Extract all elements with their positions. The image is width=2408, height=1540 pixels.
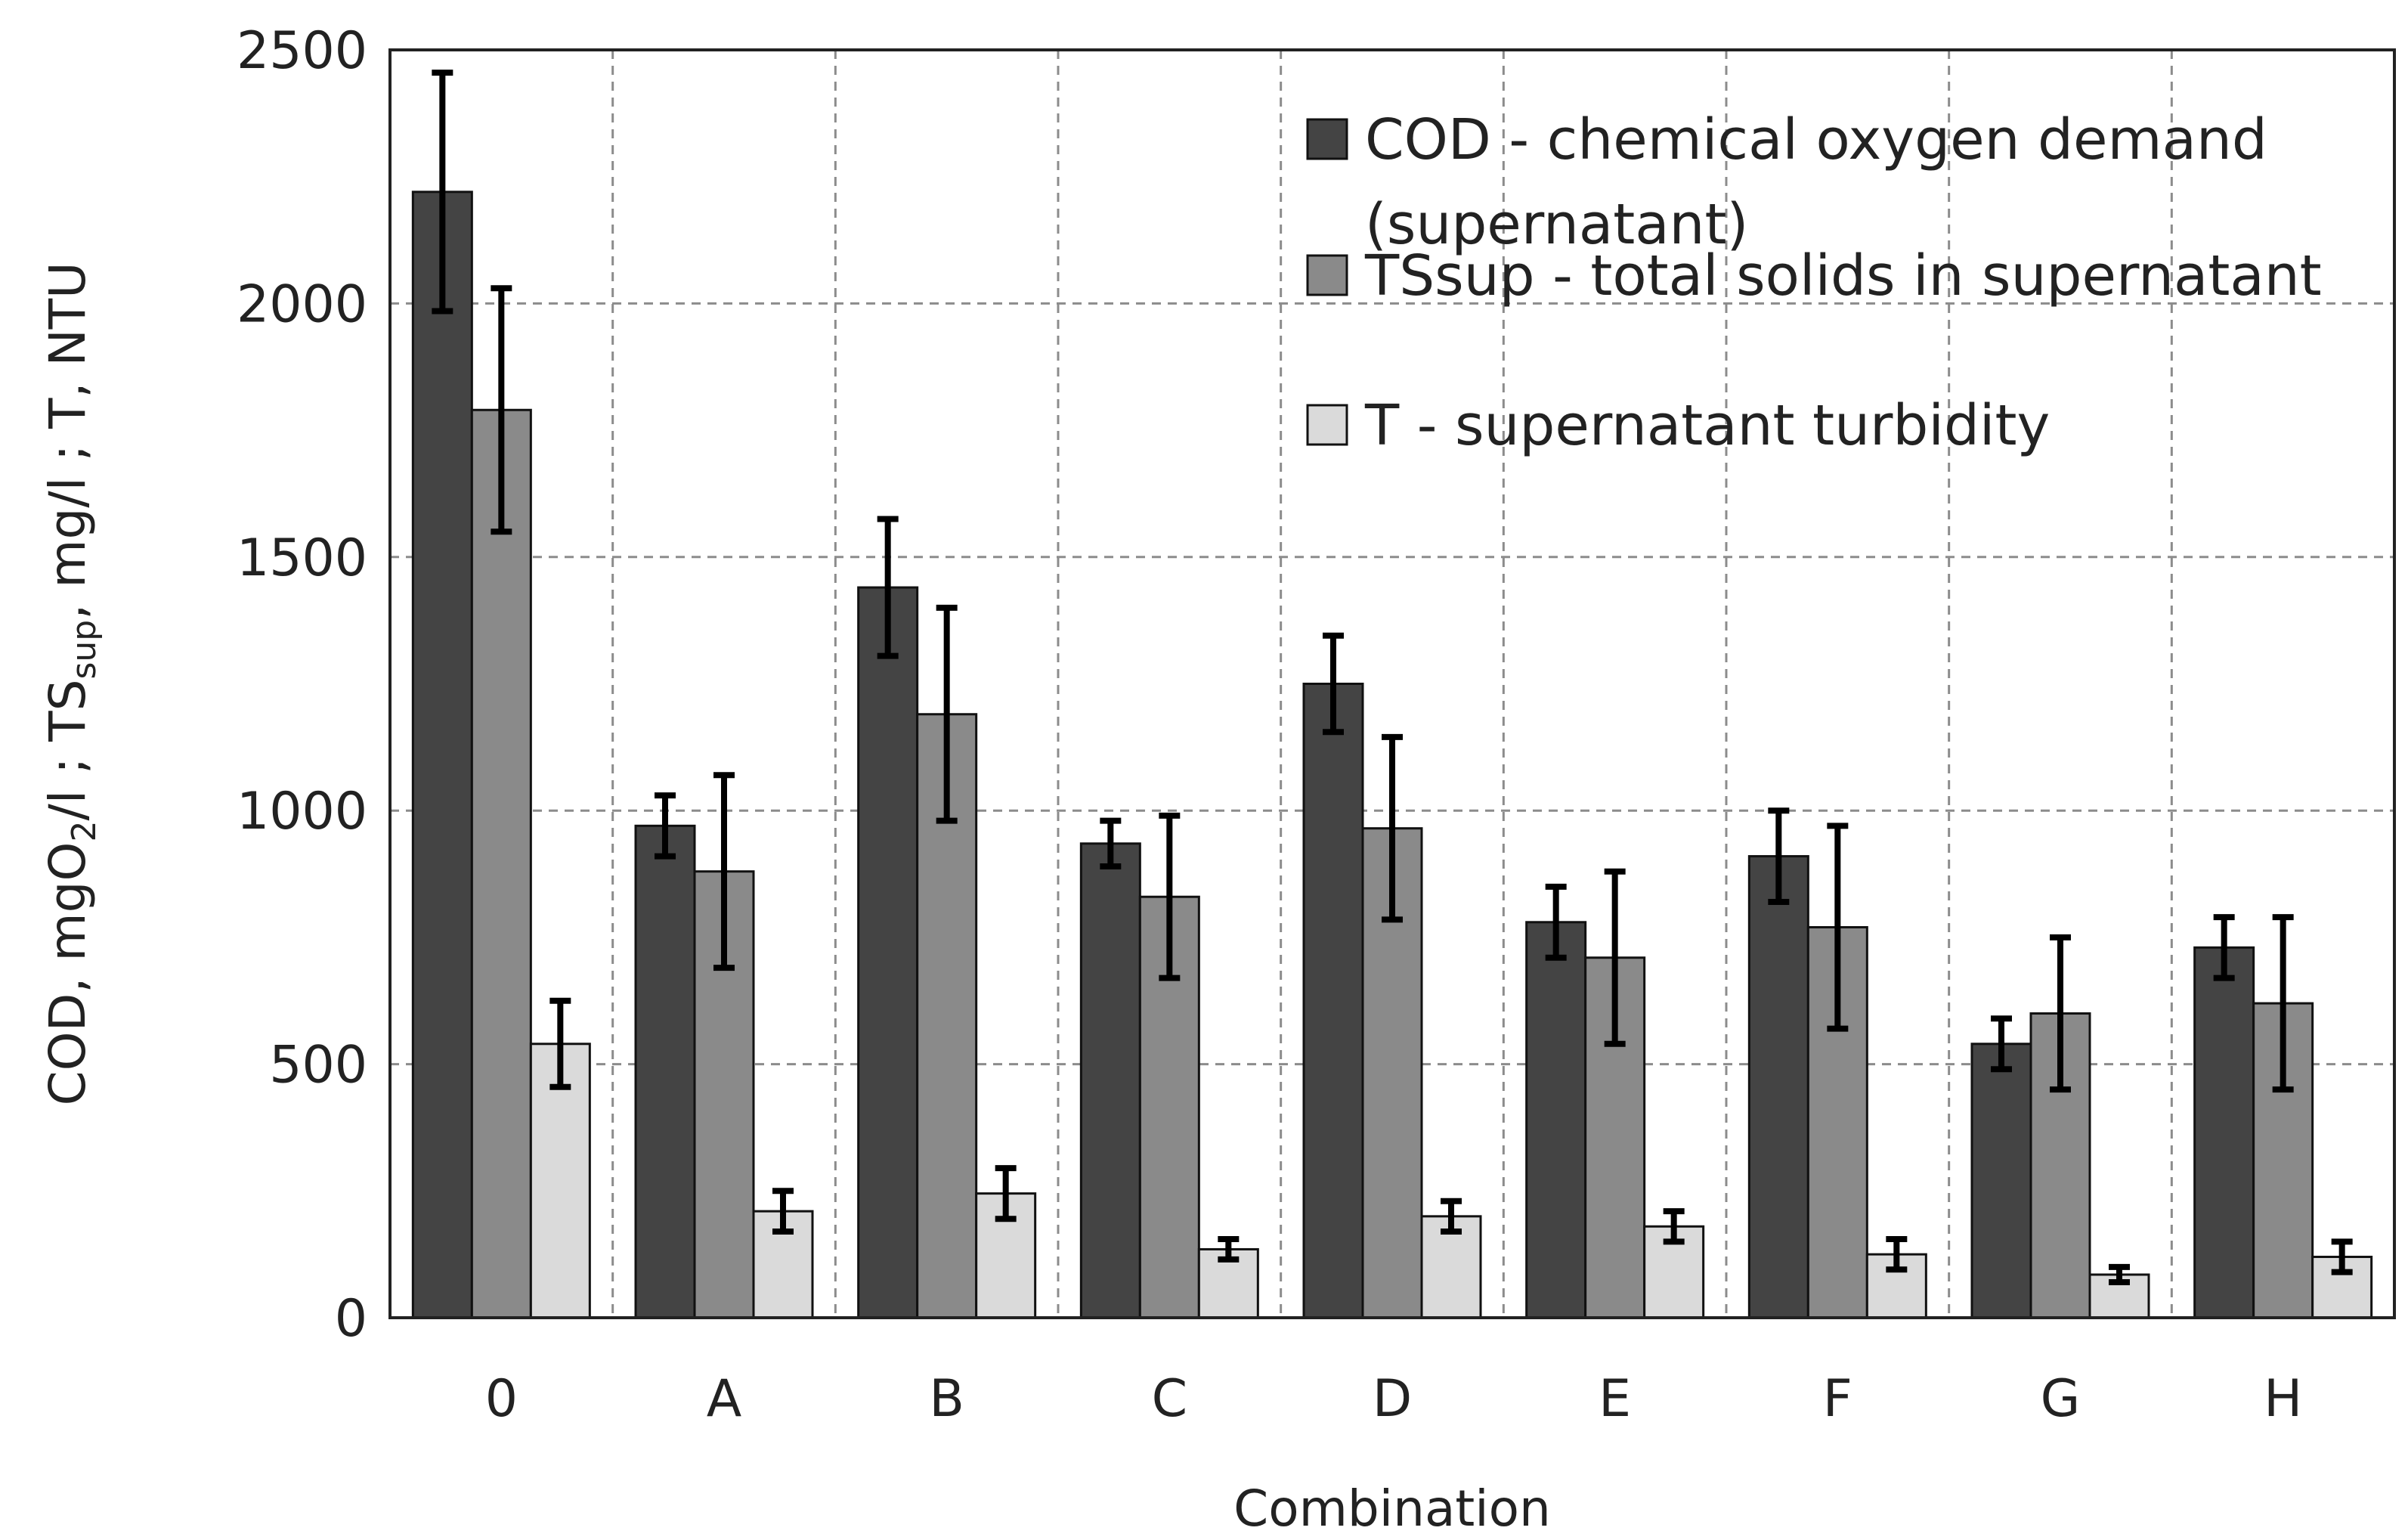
bar-s0-E	[1525, 921, 1587, 1319]
x-tick-label-5: E	[1599, 1369, 1631, 1429]
x-tick-label-0: 0	[485, 1369, 518, 1429]
legend-swatch-2	[1306, 404, 1348, 446]
y-tick-label-2: 1000	[237, 782, 367, 841]
legend-label-0-1: (supernatant)	[1365, 192, 1748, 257]
bars	[411, 191, 2373, 1319]
x-tick-label-3: C	[1152, 1369, 1187, 1429]
bar-s0-C	[1079, 842, 1141, 1319]
x-axis-ticks: 0 A B C D E F G H	[485, 1369, 2303, 1429]
bar-s0-D	[1302, 683, 1364, 1319]
legend-swatch-0	[1306, 118, 1348, 160]
y-axis-title: COD, mgO2/l ; TSsup, mg/l ; T, NTU	[39, 262, 104, 1106]
y-axis-ticks: 0 500 1000 1500 2000 2500	[237, 21, 367, 1349]
y-tick-label-3: 1500	[237, 528, 367, 588]
x-tick-label-1: A	[707, 1369, 742, 1429]
y-axis-title-part-1: 2	[65, 820, 104, 841]
x-tick-label-8: H	[2264, 1369, 2302, 1429]
bar-s0-G	[1970, 1043, 2032, 1319]
bar-s0-B	[857, 586, 919, 1319]
y-tick-label-4: 2000	[237, 274, 367, 334]
x-axis-title: Combination	[1233, 1480, 1551, 1538]
bar-s0-A	[634, 824, 696, 1319]
legend-label-1-0: TSsup - total solids in supernatant	[1364, 243, 2322, 308]
x-tick-label-2: B	[929, 1369, 964, 1429]
x-tick-label-7: G	[2041, 1369, 2081, 1429]
y-axis-title-part-4: , mg/l ; T, NTU	[39, 262, 97, 620]
x-tick-label-6: F	[1823, 1369, 1852, 1429]
legend-swatch-1	[1306, 254, 1348, 296]
y-axis-title-part-2: /l ; TS	[39, 680, 97, 821]
legend-label-2-0: T - supernatant turbidity	[1364, 393, 2050, 458]
bar-s0-0	[411, 191, 473, 1319]
legend: COD - chemical oxygen demand (supernatant…	[1306, 107, 2322, 458]
x-tick-label-4: D	[1373, 1369, 1412, 1429]
y-tick-label-5: 2500	[237, 21, 367, 81]
y-axis-title-part-3: sup	[65, 620, 104, 680]
bar-s0-F	[1747, 855, 1809, 1319]
bar-s0-H	[2193, 946, 2255, 1319]
y-axis-title-part-0: COD, mgO	[39, 841, 97, 1105]
y-tick-label-1: 500	[269, 1036, 367, 1095]
bar-s1-0	[470, 408, 532, 1319]
plot-frame	[388, 48, 2396, 1319]
y-tick-label-0: 0	[335, 1289, 367, 1349]
error-bars	[432, 70, 2353, 1286]
legend-label-0-0: COD - chemical oxygen demand	[1365, 107, 2267, 172]
